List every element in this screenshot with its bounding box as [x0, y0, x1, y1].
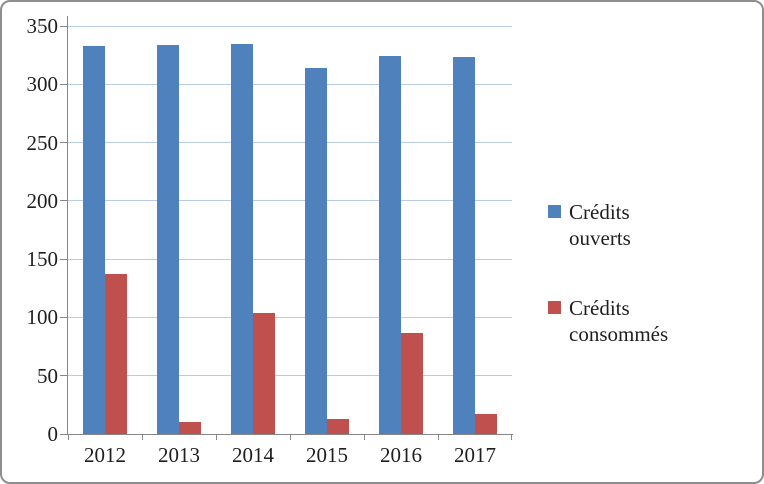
- y-axis-tick-label: 200: [26, 188, 59, 213]
- bar-group-2015: [290, 26, 364, 434]
- gridline-300: [68, 83, 512, 85]
- y-axis-tick-50: [60, 375, 68, 377]
- bar-group-2013: [142, 26, 216, 434]
- bar-crédits-consommés-2013: [179, 422, 201, 434]
- chart-legend: Crédits ouverts Crédits consommés: [548, 199, 681, 347]
- bar-crédits-ouverts-2012: [83, 45, 105, 434]
- bar-group-2012: [68, 26, 142, 434]
- legend-swatch-icon: [548, 301, 561, 314]
- gridline-150: [68, 258, 512, 260]
- bar-crédits-ouverts-2015: [305, 67, 327, 434]
- gridline-200: [68, 200, 512, 202]
- y-axis-tick-label: 50: [37, 363, 58, 388]
- legend-item: Crédits ouverts: [548, 199, 681, 251]
- y-axis-tick-label: 250: [26, 130, 59, 155]
- x-category-label-2013: 2013: [158, 443, 200, 467]
- legend-item: Crédits consommés: [548, 295, 681, 347]
- x-category-label-2014: 2014: [232, 443, 274, 467]
- bar-crédits-ouverts-2013: [157, 44, 179, 434]
- y-axis-tick-0: [60, 433, 68, 435]
- bar-crédits-consommés-2016: [401, 332, 423, 434]
- x-axis-tick: [142, 434, 143, 440]
- y-axis-tick-label: 100: [26, 305, 59, 330]
- x-category-label-2015: 2015: [306, 443, 348, 467]
- bar-group-2016: [364, 26, 438, 434]
- bar-crédits-ouverts-2017: [453, 57, 475, 434]
- y-axis-tick-300: [60, 83, 68, 85]
- x-axis-tick: [290, 434, 291, 440]
- y-axis-tick-250: [60, 142, 68, 144]
- bar-crédits-consommés-2015: [327, 418, 349, 434]
- legend-label: Crédits consommés: [569, 296, 669, 346]
- y-axis-tick-label: 300: [26, 72, 59, 97]
- x-category-label-2012: 2012: [84, 443, 126, 467]
- bar-crédits-consommés-2012: [105, 274, 127, 434]
- y-axis-tick-label: 0: [47, 422, 59, 446]
- x-axis-tick: [438, 434, 439, 440]
- x-axis-line: [68, 434, 513, 435]
- y-axis-tick-label: 350: [26, 14, 59, 38]
- x-axis-tick: [364, 434, 365, 440]
- gridline-250: [68, 142, 512, 144]
- y-axis-tick-100: [60, 316, 68, 318]
- gridline-50: [68, 375, 512, 377]
- x-axis-tick: [511, 434, 512, 440]
- plot-area: [60, 25, 512, 440]
- y-axis-tick-350: [60, 25, 68, 27]
- y-axis-tick-150: [60, 258, 68, 260]
- gridline-100: [68, 316, 512, 318]
- y-axis-tick-200: [60, 200, 68, 202]
- bar-crédits-consommés-2017: [475, 414, 497, 434]
- gridline-350: [68, 25, 512, 27]
- bar-crédits-ouverts-2014: [231, 43, 253, 434]
- bar-group-2017: [438, 26, 512, 434]
- x-category-label-2017: 2017: [454, 443, 496, 467]
- x-category-label-2016: 2016: [380, 443, 422, 467]
- y-axis-tick-label: 150: [26, 247, 59, 272]
- bar-crédits-ouverts-2016: [379, 56, 401, 434]
- bar-crédits-consommés-2014: [253, 312, 275, 434]
- x-axis-tick: [216, 434, 217, 440]
- x-axis-tick: [68, 434, 69, 440]
- y-axis-line: [67, 16, 68, 434]
- legend-swatch-icon: [548, 205, 561, 218]
- legend-label: Crédits ouverts: [569, 200, 631, 250]
- bar-group-2014: [216, 26, 290, 434]
